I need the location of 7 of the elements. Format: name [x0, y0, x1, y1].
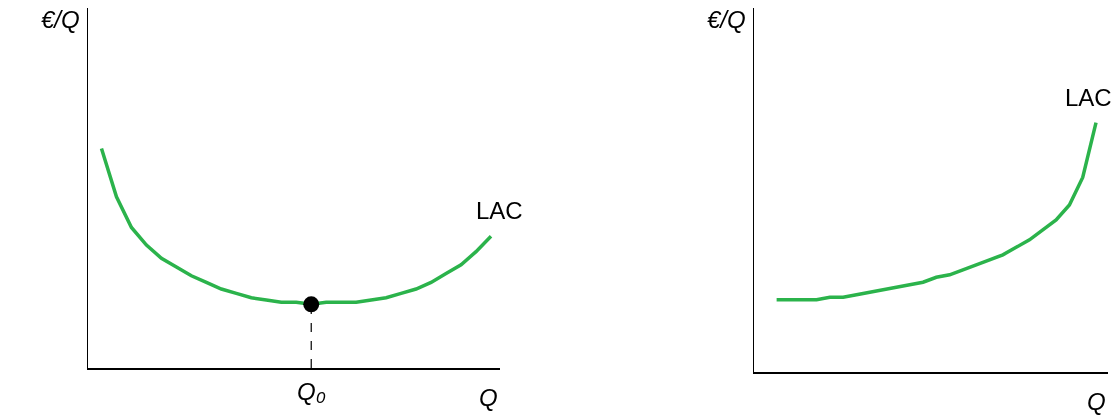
annotation: Q₀: [297, 378, 326, 405]
series-label: LAC: [1065, 84, 1112, 111]
series-label: LAC: [476, 197, 523, 224]
x-axis-title: Q: [479, 384, 498, 411]
y-axis-title: €/Q: [707, 6, 746, 33]
x-axis-title: Q: [1087, 388, 1106, 415]
y-axis-title: €/Q: [41, 6, 80, 33]
